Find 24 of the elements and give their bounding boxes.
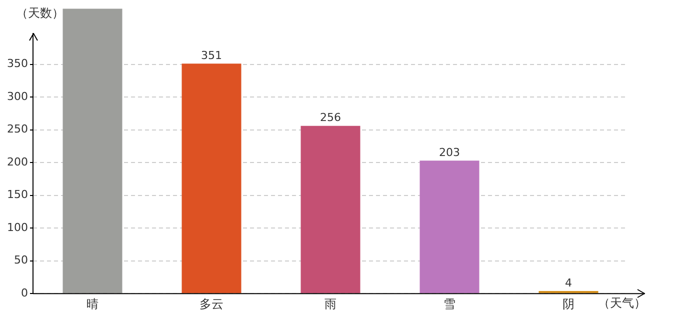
bar: [420, 160, 480, 294]
x-tick-label: 阴: [562, 296, 574, 311]
y-tick-label: 0: [21, 286, 28, 300]
y-tick-label: 50: [14, 254, 28, 267]
data-label: 351: [201, 48, 222, 62]
y-tick-label: 350: [7, 57, 28, 70]
bar: [62, 8, 122, 294]
x-tick-label: 雪: [444, 296, 456, 311]
y-axis-title: （天数）: [16, 6, 64, 20]
x-tick-label: 多云: [200, 296, 224, 311]
bar: [300, 126, 360, 294]
x-tick-label: 雨: [324, 296, 336, 311]
data-label: 203: [439, 146, 460, 159]
y-tick-label: 200: [7, 155, 28, 168]
x-tick-label: 晴: [86, 296, 98, 311]
y-tick-label: 250: [7, 122, 28, 136]
bar: [182, 64, 242, 294]
x-axis-title: （天气）: [598, 296, 646, 310]
y-tick-label: 150: [7, 188, 28, 202]
y-tick-label: 100: [7, 220, 28, 234]
bar: [538, 290, 598, 294]
data-label: 4: [565, 276, 572, 290]
data-label: 256: [320, 111, 341, 124]
y-tick-label: 300: [7, 90, 28, 103]
